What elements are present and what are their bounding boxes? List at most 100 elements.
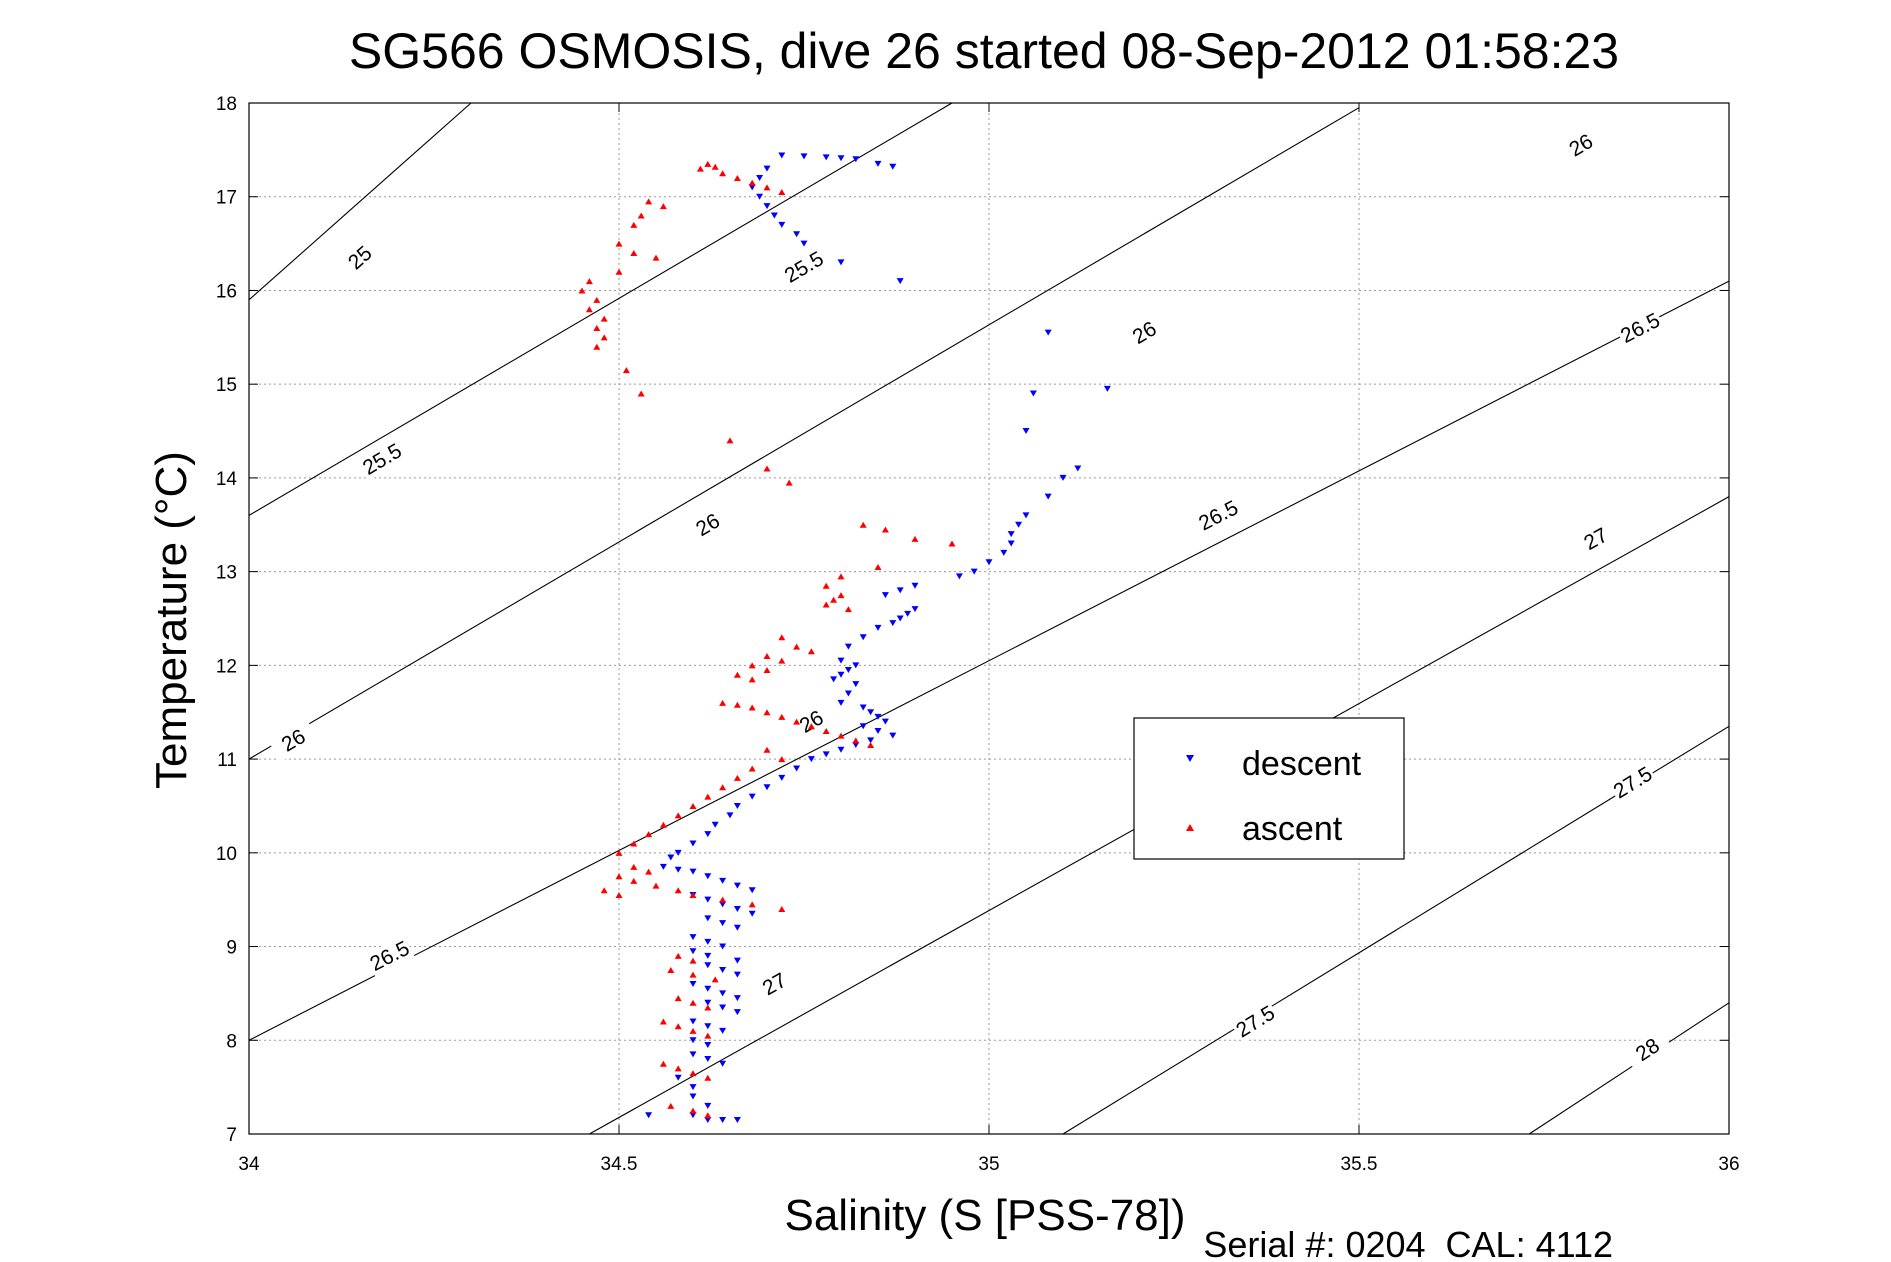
contour-label-bg: [1607, 760, 1658, 805]
ascent-point: [733, 174, 741, 181]
descent-point: [689, 948, 697, 955]
legend-label-descent: descent: [1242, 745, 1362, 783]
ascent-point: [859, 521, 867, 528]
ascent-point: [637, 212, 645, 219]
descent-point: [763, 784, 771, 791]
descent-point: [867, 737, 875, 744]
y-tick-label: 15: [216, 375, 237, 396]
contour-label-bg: [1230, 999, 1281, 1044]
descent-point: [726, 812, 734, 819]
ascent-point: [645, 198, 653, 205]
contour-line: [248, 102, 472, 301]
ascent-point: [674, 812, 682, 819]
ascent-point: [667, 1102, 675, 1109]
ascent-point: [867, 742, 875, 749]
ascent-point: [585, 306, 593, 313]
ascent-point: [837, 573, 845, 580]
contour-line: [248, 280, 1730, 1041]
descent-point: [889, 732, 897, 739]
contour-line: [248, 102, 953, 516]
ascent-point: [748, 704, 756, 711]
contour-label-bg: [1119, 311, 1170, 355]
ascent-point: [689, 971, 697, 978]
descent-point: [852, 681, 860, 688]
descent-point: [874, 727, 882, 734]
ascent-point: [711, 163, 719, 170]
ascent-point: [844, 606, 852, 613]
descent-point: [719, 1116, 727, 1123]
descent-point: [852, 156, 860, 163]
descent-point: [1007, 540, 1015, 547]
descent-point: [1007, 531, 1015, 538]
descent-point: [896, 587, 904, 594]
descent-point: [1044, 329, 1052, 336]
ascent-point: [763, 709, 771, 716]
ascent-point: [659, 1018, 667, 1025]
ascent-point: [696, 165, 704, 172]
descent-point: [719, 966, 727, 973]
descent-point: [689, 981, 697, 988]
ascent-point: [615, 240, 623, 247]
descent-point: [911, 582, 919, 589]
y-tick-label: 14: [216, 469, 238, 490]
contour-line: [248, 107, 1360, 760]
legend-marker-ascent: [1186, 824, 1194, 831]
x-tick-label: 35.5: [1341, 1154, 1378, 1175]
descent-point: [719, 1004, 727, 1011]
descent-point: [689, 868, 697, 875]
contour-label-bg: [786, 700, 837, 744]
ascent-point: [807, 648, 815, 655]
descent-point: [704, 1116, 712, 1123]
descent-point: [733, 1116, 741, 1123]
descent-point: [807, 756, 815, 763]
x-tick-label: 35: [978, 1154, 999, 1175]
ascent-point: [719, 170, 727, 177]
ascent-point: [763, 746, 771, 753]
contour-label-bg: [1622, 1027, 1673, 1072]
descent-point: [1022, 512, 1030, 519]
contour-label-bg: [778, 245, 830, 289]
descent-point: [733, 882, 741, 889]
descent-point: [748, 184, 756, 191]
ascent-series: [578, 160, 956, 1119]
contour-label-bg: [335, 234, 385, 282]
ascent-point: [578, 287, 586, 294]
ascent-point: [585, 278, 593, 285]
grid-lines: [249, 103, 1729, 1134]
descent-point: [719, 901, 727, 908]
ascent-point: [637, 390, 645, 397]
ascent-point: [778, 756, 786, 763]
ascent-point: [763, 652, 771, 659]
descent-point: [793, 765, 801, 772]
descent-point: [837, 699, 845, 706]
ascent-point: [689, 802, 697, 809]
y-tick-label: 12: [216, 656, 237, 677]
y-tick-label: 7: [226, 1125, 237, 1146]
ascent-point: [748, 901, 756, 908]
ascent-point: [830, 596, 838, 603]
contour-label-bg: [1193, 494, 1244, 537]
descent-point: [1015, 521, 1023, 528]
ascent-point: [645, 868, 653, 875]
descent-point: [674, 866, 682, 873]
ascent-point: [667, 966, 675, 973]
descent-point: [800, 240, 808, 247]
contour-label-bg: [364, 935, 415, 977]
descent-point: [1103, 385, 1111, 392]
descent-point: [711, 821, 719, 828]
ascent-point: [600, 887, 608, 894]
descent-point: [859, 723, 867, 730]
legend-label-ascent: ascent: [1242, 810, 1343, 848]
descent-point: [704, 1102, 712, 1109]
ascent-point: [652, 254, 660, 261]
ascent-point: [622, 367, 630, 374]
ascent-point: [785, 479, 793, 486]
descent-point: [874, 713, 882, 720]
ascent-point: [778, 713, 786, 720]
descent-point: [704, 938, 712, 945]
descent-point: [689, 1018, 697, 1025]
legend-box: [1133, 717, 1405, 860]
descent-point: [830, 676, 838, 683]
descent-point: [770, 212, 778, 219]
ascent-point: [733, 774, 741, 781]
